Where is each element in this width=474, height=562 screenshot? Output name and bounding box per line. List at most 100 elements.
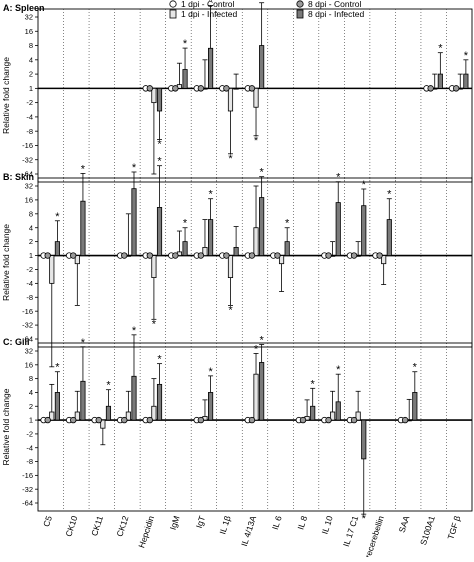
- y-tick-label: 32: [25, 13, 33, 22]
- control-8dpi-marker: [172, 85, 179, 92]
- significance-star: *: [438, 43, 443, 55]
- control-8dpi-marker: [197, 85, 205, 92]
- control-8dpi-marker: [121, 416, 128, 424]
- significance-star: *: [183, 38, 188, 50]
- x-category-label: C5: [41, 514, 54, 528]
- y-tick-label: -64: [22, 335, 33, 344]
- significance-star: *: [132, 325, 137, 337]
- significance-star: *: [81, 163, 86, 175]
- y-tick-label: 32: [25, 347, 33, 356]
- control-8dpi-marker: [325, 416, 332, 424]
- control-8dpi-marker: [44, 252, 51, 259]
- significance-star: *: [157, 354, 162, 366]
- x-category-label: CK12: [114, 514, 130, 538]
- bar-infected-8dpi: [386, 219, 392, 256]
- bar-infected-8dpi: [208, 392, 214, 421]
- control-8dpi-marker: [274, 252, 281, 259]
- y-tick-label: 2: [29, 70, 33, 79]
- significance-star: *: [81, 337, 86, 349]
- control-8dpi-marker: [350, 416, 358, 424]
- bar-infected-1dpi: [151, 87, 157, 104]
- control-8dpi-marker: [248, 252, 256, 259]
- bar-infected-8dpi: [259, 45, 265, 89]
- bar-infected-8dpi: [80, 200, 86, 256]
- y-tick-label: -32: [22, 485, 33, 494]
- y-tick-label: 8: [29, 374, 33, 383]
- y-tick-label: 32: [25, 182, 33, 191]
- x-category-label: S100A1: [418, 514, 437, 546]
- bar-infected-1dpi: [202, 247, 208, 256]
- bar-infected-8dpi: [156, 87, 163, 112]
- significance-star: *: [254, 135, 259, 147]
- control-8dpi-marker: [299, 416, 307, 424]
- bar-infected-1dpi: [49, 255, 55, 284]
- bar-infected-8dpi: [54, 392, 60, 421]
- panel-frame: [37, 8, 473, 183]
- significance-star: *: [336, 172, 341, 184]
- y-tick-label: -32: [22, 155, 33, 164]
- x-category-label: IgM: [168, 515, 182, 532]
- y-tick-label: 2: [29, 402, 33, 411]
- x-category-label: CK10: [63, 514, 79, 538]
- y-tick-label: 8: [29, 209, 33, 218]
- control-8dpi-marker: [223, 252, 230, 259]
- bar-infected-1dpi: [253, 373, 259, 421]
- panel-frame: [37, 177, 473, 348]
- bar-infected-1dpi: [100, 419, 106, 429]
- bar-infected-1dpi: [151, 255, 157, 278]
- x-category-label: IL 1β: [217, 514, 232, 535]
- bar-infected-8dpi: [80, 380, 86, 421]
- y-tick-label: -16: [22, 141, 33, 150]
- significance-star: *: [228, 304, 233, 316]
- control-8dpi-marker: [146, 416, 154, 424]
- y-tick-label: -2: [26, 98, 33, 107]
- control-8dpi-marker: [376, 252, 383, 259]
- x-category-label: IL 6: [270, 514, 284, 531]
- bar-infected-8dpi: [361, 205, 367, 256]
- bar-infected-8dpi: [131, 188, 137, 256]
- significance-star: *: [259, 335, 264, 347]
- x-category-label: IL 17 C1: [341, 514, 360, 548]
- significance-star: *: [311, 378, 316, 390]
- y-tick-label: 8: [29, 41, 33, 50]
- bar-infected-1dpi: [151, 405, 157, 421]
- y-tick-label: -8: [26, 457, 33, 466]
- bar-infected-8dpi: [310, 405, 316, 421]
- y-tick-label: -8: [26, 127, 33, 136]
- y-tick-label: 4: [29, 55, 33, 64]
- bar-infected-1dpi: [227, 255, 234, 278]
- control-8dpi-marker: [197, 252, 205, 259]
- significance-star: *: [362, 179, 367, 191]
- y-tick-label: -64: [22, 170, 33, 179]
- control-8dpi-marker: [70, 252, 77, 259]
- control-8dpi-marker: [223, 85, 230, 92]
- y-tick-label: -4: [26, 279, 33, 288]
- control-8dpi-marker: [350, 252, 358, 259]
- bar-infected-8dpi: [233, 247, 239, 256]
- significance-star: *: [132, 162, 137, 174]
- bar-infected-8dpi: [105, 405, 112, 421]
- y-axis-label: Relative fold change: [1, 224, 11, 301]
- x-category-label: IL 4/13A: [239, 514, 258, 547]
- y-tick-label: -4: [26, 113, 33, 122]
- bar-infected-1dpi: [253, 227, 259, 256]
- bar-infected-8dpi: [156, 207, 163, 256]
- y-tick-label: 16: [25, 360, 33, 369]
- control-8dpi-marker: [146, 252, 154, 259]
- legend-label-4: 8 dpi - Infected: [308, 9, 365, 19]
- bar-infected-8dpi: [361, 419, 367, 460]
- significance-star: *: [259, 167, 264, 179]
- control-8dpi-marker: [427, 85, 434, 92]
- significance-star: *: [285, 218, 290, 230]
- y-tick-label: 4: [29, 388, 33, 397]
- x-category-label: IL 10: [320, 514, 335, 535]
- bar-infected-8dpi: [182, 69, 188, 89]
- x-category-label: IL 8: [295, 514, 309, 531]
- significance-star: *: [55, 211, 60, 223]
- bar-infected-8dpi: [182, 241, 188, 256]
- control-8dpi-marker: [325, 252, 332, 259]
- y-axis-label: Relative fold change: [1, 388, 11, 465]
- bar-infected-8dpi: [463, 73, 469, 89]
